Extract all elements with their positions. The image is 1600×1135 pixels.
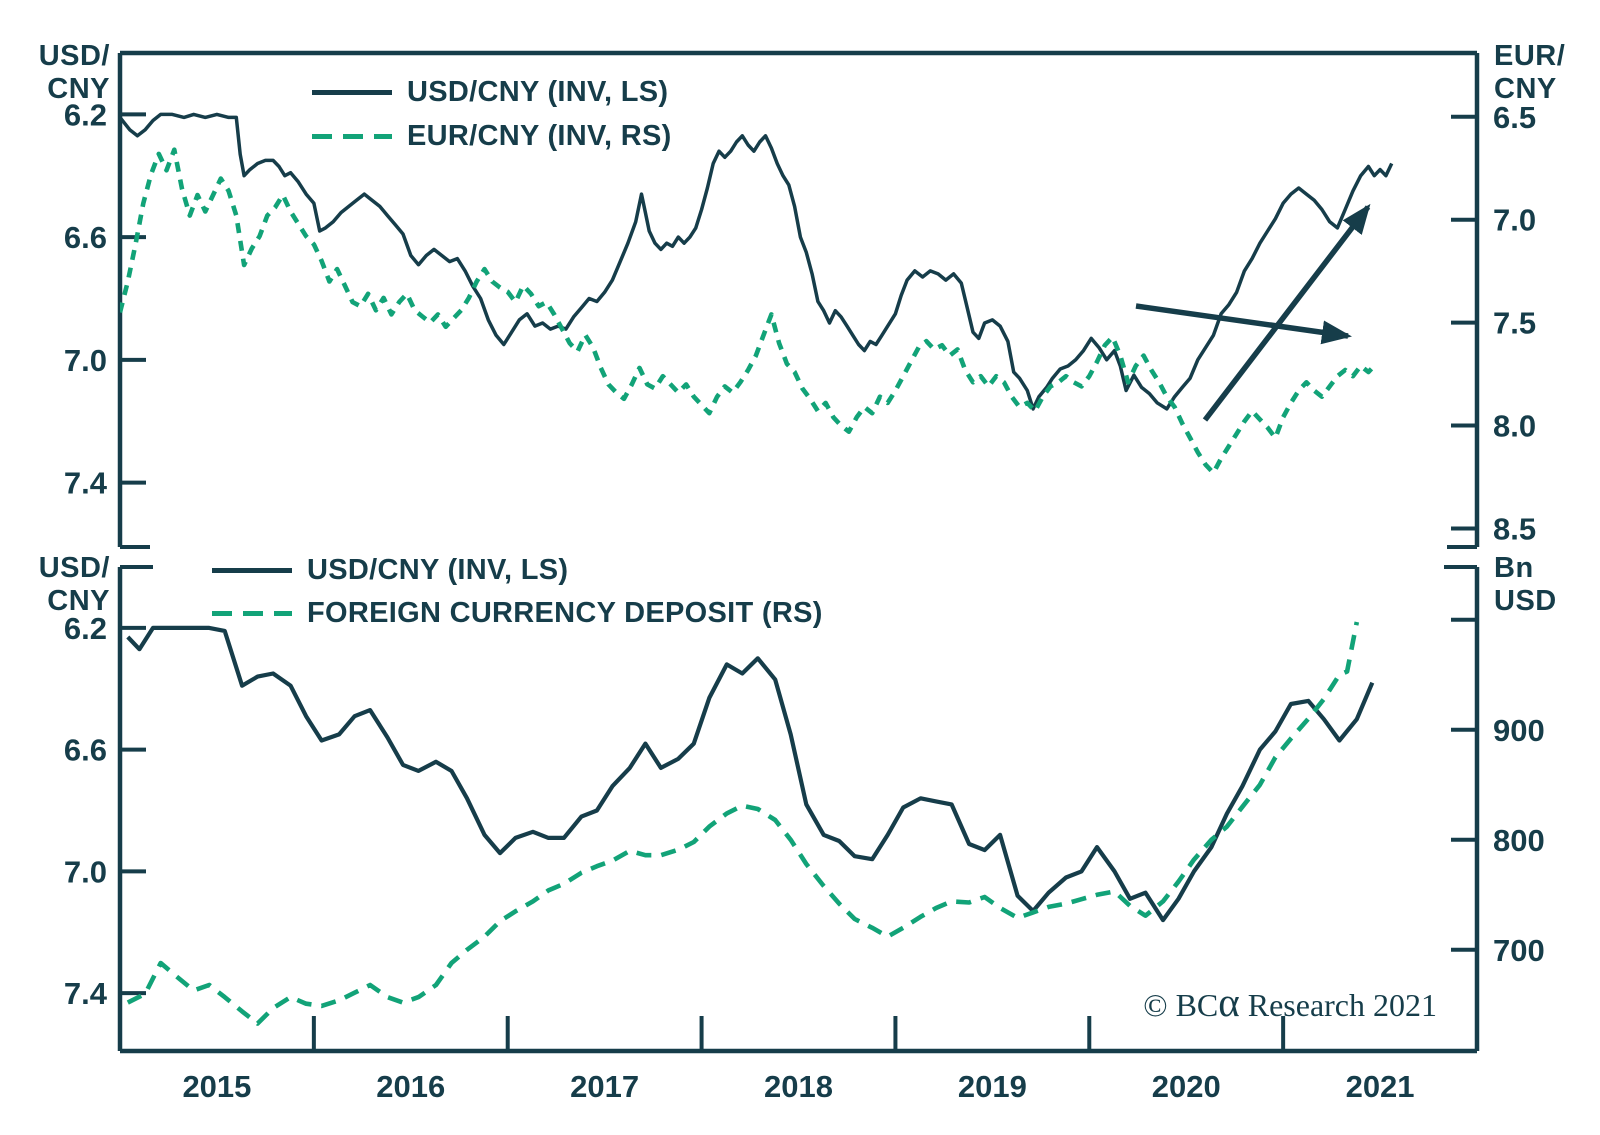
year-label: 2021: [1346, 1069, 1415, 1104]
left-tick-label: 6.6: [64, 733, 107, 768]
year-label: 2017: [570, 1069, 639, 1104]
top-legend-row-usdcny: USD/CNY (INV, LS): [312, 75, 668, 109]
axis-title-line: EUR/: [1494, 40, 1566, 72]
bottom-legend-row-usdcny: USD/CNY (INV, LS): [212, 553, 568, 587]
right-tick-label: 900: [1493, 713, 1545, 748]
legend-label: EUR/CNY (INV, RS): [407, 119, 672, 152]
right-tick-label: 800: [1493, 823, 1545, 858]
right-tick-label: 7.0: [1493, 203, 1536, 238]
dashed-line-swatch: [312, 133, 392, 139]
solid-line-swatch: [312, 89, 392, 95]
top-legend-row-eurcny: EUR/CNY (INV, RS): [312, 119, 672, 153]
left-tick-label: 7.0: [64, 854, 107, 889]
copyright-watermark: © BCα Research 2021: [1143, 978, 1437, 1026]
left-tick-label: 6.6: [64, 220, 107, 255]
axis-title-line: CNY: [47, 585, 110, 617]
usd-cny-line-bottom: [126, 625, 1375, 923]
watermark-prefix: © BC: [1143, 987, 1219, 1023]
axis-title-line: CNY: [47, 73, 110, 105]
axis-title-line: USD/: [38, 552, 110, 584]
year-label: 2019: [958, 1069, 1027, 1104]
legend-label: USD/CNY (INV, LS): [307, 553, 569, 586]
left-tick-label: 7.4: [64, 466, 108, 501]
dashed-line-swatch: [212, 610, 292, 616]
axis-title-line: USD/: [38, 40, 110, 72]
year-label: 2018: [764, 1069, 833, 1104]
left-tick-label: 7.0: [64, 343, 107, 378]
watermark-alpha: α: [1218, 979, 1240, 1025]
left-tick-label: 6.2: [64, 97, 107, 132]
legend-label: FOREIGN CURRENCY DEPOSIT (RS): [307, 596, 823, 629]
left-tick-label: 6.2: [64, 611, 107, 646]
fx-deposit-line-bottom: [126, 621, 1360, 1026]
year-label: 2016: [376, 1069, 445, 1104]
axis-title-line: CNY: [1494, 73, 1557, 105]
right-tick-label: 700: [1493, 933, 1545, 968]
bottom-legend-row-deposit: FOREIGN CURRENCY DEPOSIT (RS): [212, 596, 823, 630]
bottom-left-axis-title: USD/ CNY: [39, 552, 110, 618]
solid-line-swatch: [212, 567, 292, 573]
top-right-axis-title: EUR/ CNY: [1494, 40, 1565, 106]
axis-title-line: USD: [1494, 585, 1557, 617]
top-left-axis-title: USD/ CNY: [39, 40, 110, 106]
watermark-suffix: Research 2021: [1239, 987, 1437, 1023]
axis-title-line: Bn: [1494, 552, 1534, 584]
left-tick-label: 7.4: [64, 976, 108, 1011]
usd-cny-line-top: [120, 112, 1394, 411]
legend-label: USD/CNY (INV, LS): [407, 75, 669, 108]
eur-cny-line-top: [120, 147, 1378, 476]
trend-arrow-steep: [1202, 203, 1371, 422]
right-tick-label: 8.5: [1493, 511, 1536, 546]
year-label: 2020: [1152, 1069, 1221, 1104]
right-tick-label: 6.5: [1493, 100, 1536, 135]
bottom-right-axis-title: Bn USD: [1494, 552, 1557, 618]
right-tick-label: 7.5: [1493, 306, 1536, 341]
right-tick-label: 8.0: [1493, 409, 1536, 444]
year-label: 2015: [182, 1069, 251, 1104]
trend-arrow-shallow: [1135, 303, 1352, 345]
